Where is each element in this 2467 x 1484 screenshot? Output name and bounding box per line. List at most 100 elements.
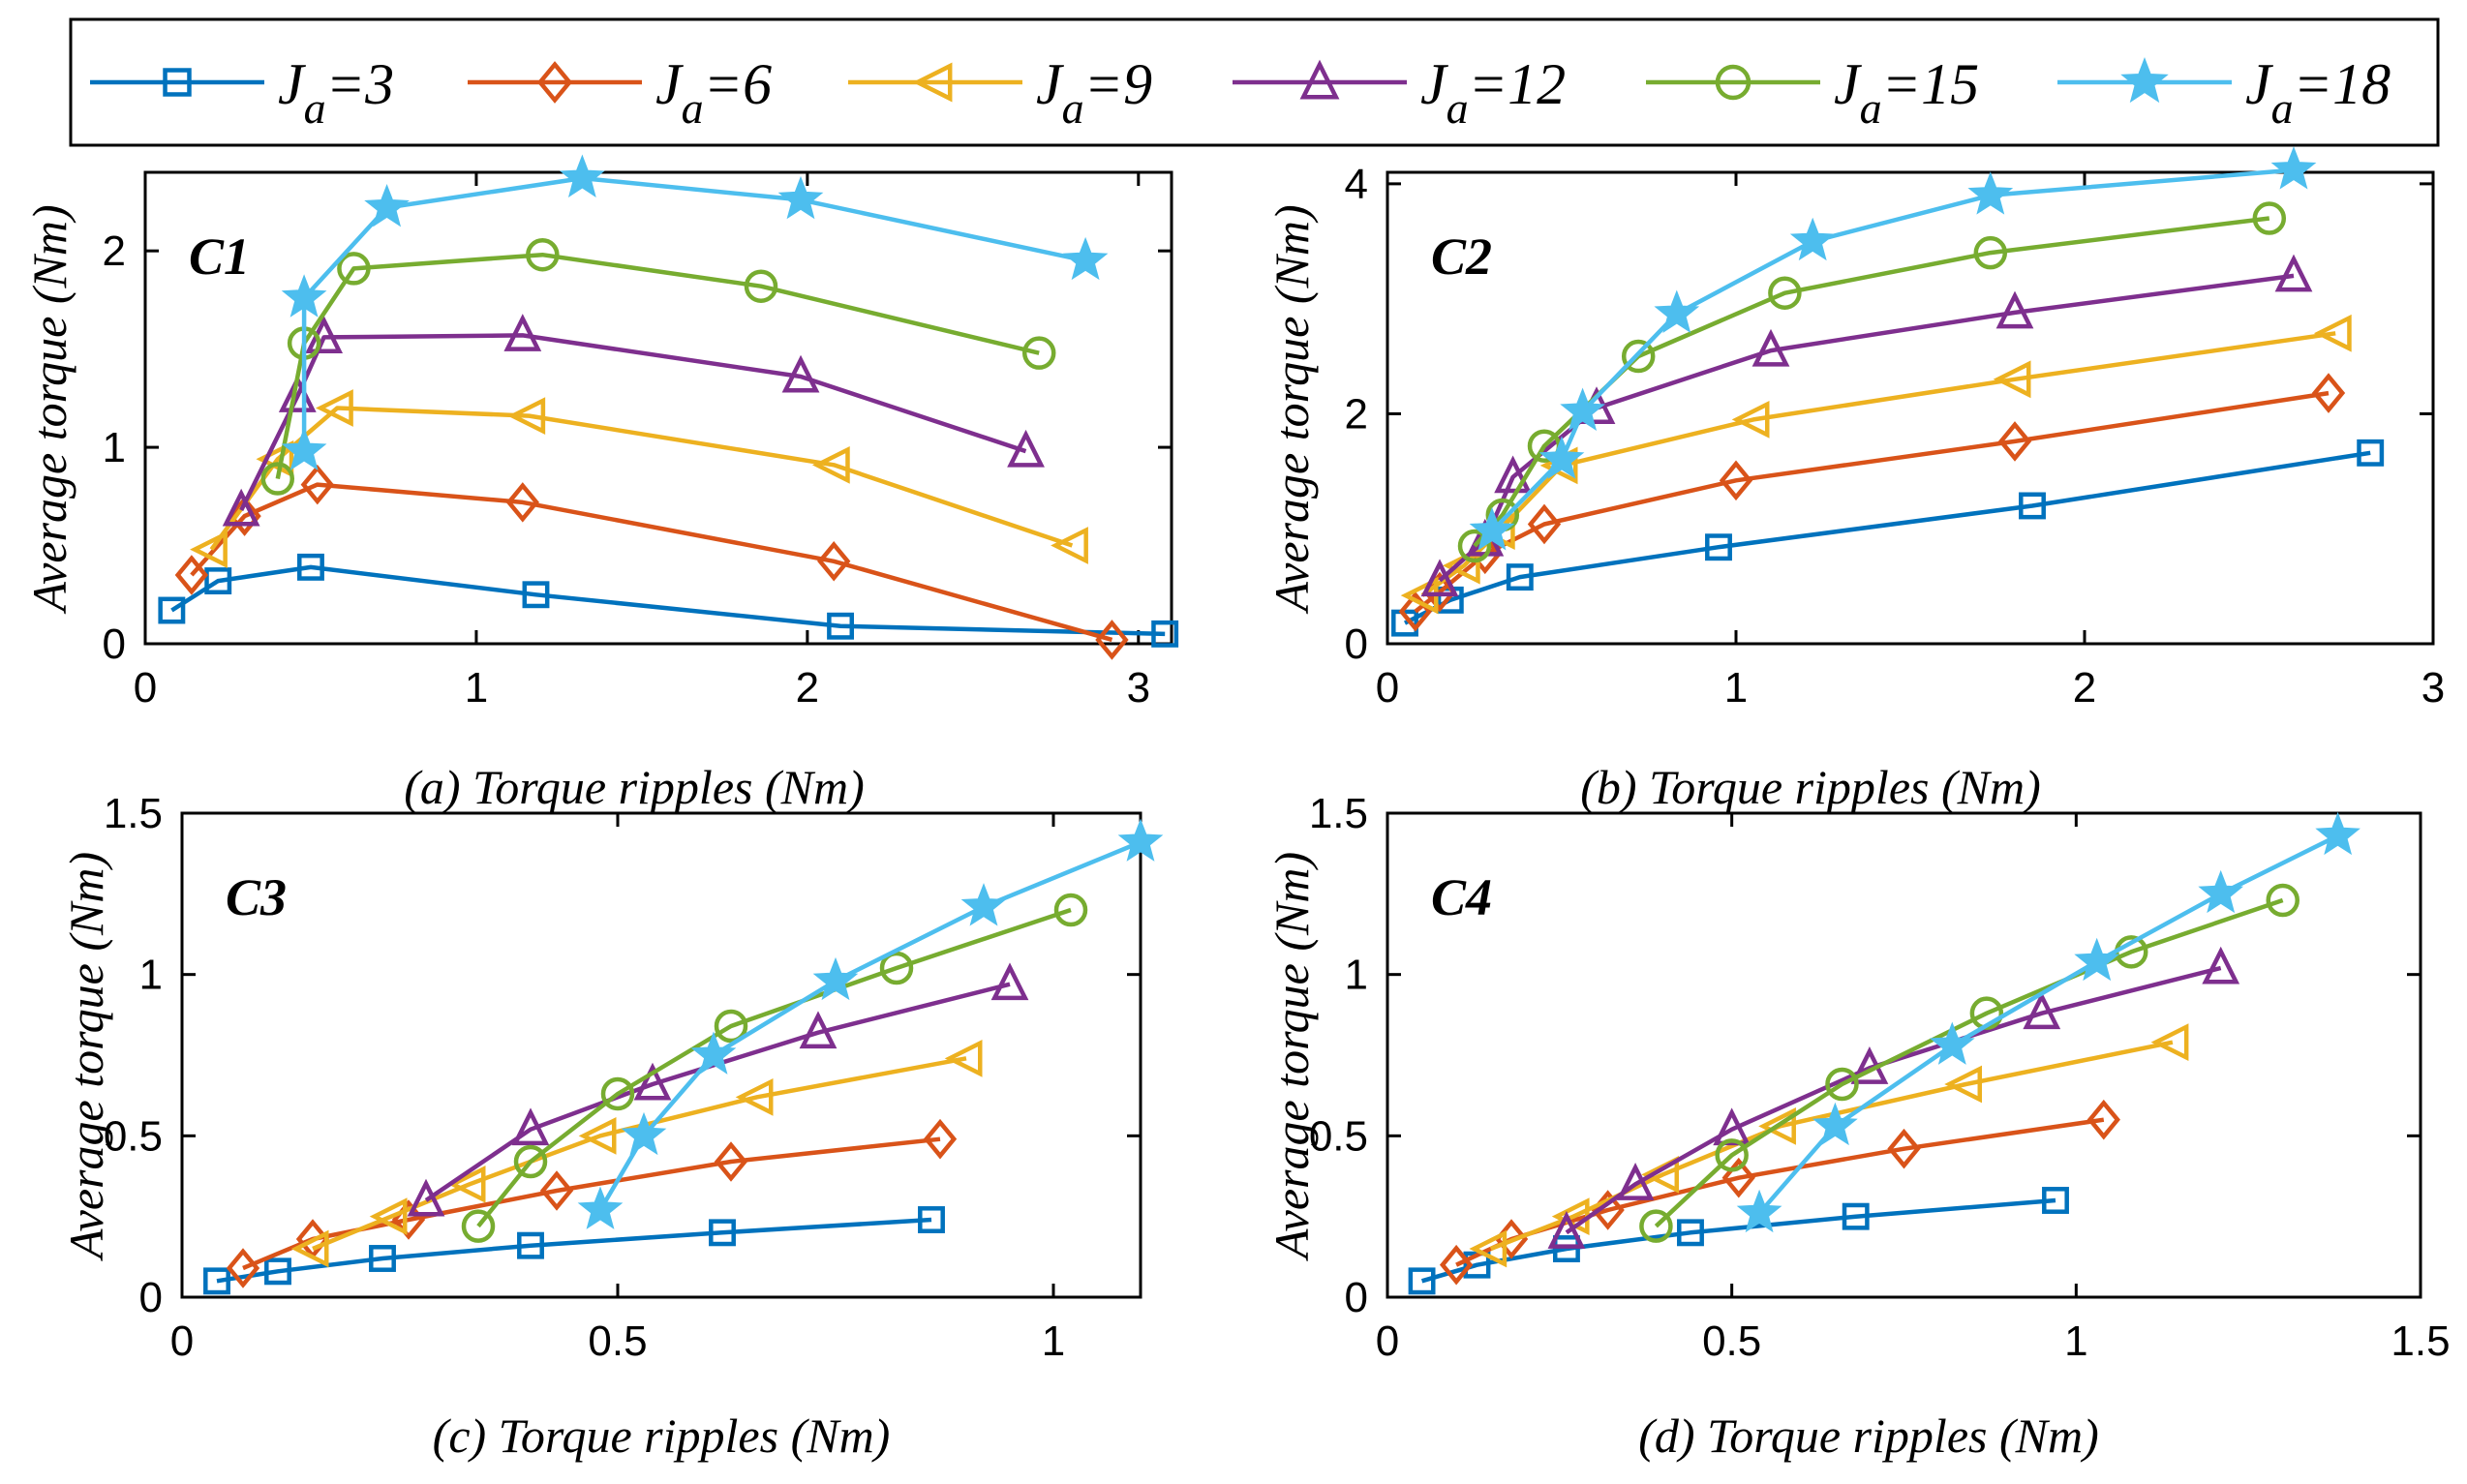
series-j-a-18 (1736, 811, 2360, 1233)
data-point (203, 1267, 230, 1295)
legend-label-sub: a (1447, 83, 1469, 133)
series-j-a-3 (158, 553, 1179, 648)
series-line (1414, 390, 2330, 614)
data-point (461, 1209, 496, 1243)
panel-label: C1 (189, 227, 250, 286)
data-point (578, 1116, 617, 1155)
legend-label-value: =18 (2294, 52, 2391, 116)
series-j-a-18 (1469, 146, 2317, 551)
series-line (1489, 1040, 2174, 1252)
data-point (256, 439, 294, 478)
data-point (369, 1245, 396, 1272)
data-point (1887, 1128, 1921, 1169)
data-point (513, 1144, 548, 1179)
legend-marker-triangle-up-icon (1299, 59, 1340, 100)
data-point (560, 154, 605, 197)
plot-area (1386, 170, 2435, 646)
legend-label-main: J (1420, 52, 1448, 116)
data-point (1007, 429, 1045, 468)
y-tick-label: 1.5 (104, 790, 163, 837)
data-point (2019, 492, 2046, 520)
data-point (811, 445, 850, 484)
data-point (1639, 1209, 1673, 1243)
series-line (1654, 897, 2284, 1228)
data-point (2315, 811, 2360, 856)
y-tick-label: 4 (1345, 161, 1368, 208)
legend-label: Ja=15 (1834, 52, 1979, 133)
data-point (2357, 439, 2385, 467)
series-line (209, 406, 1074, 551)
data-point (1117, 818, 1164, 862)
legend-label-value: =12 (1469, 52, 1567, 116)
data-point (526, 237, 560, 272)
data-point (1973, 235, 2008, 270)
data-point (1715, 1138, 1749, 1172)
data-point (709, 1219, 736, 1247)
chart-panel-c: 0 0.5 1 0 0.5 1 1.5 C3 Average torque (Nm) (c) To… (59, 790, 1164, 1463)
plot-area (180, 811, 1142, 1299)
legend-label-sub: a (2271, 83, 2294, 133)
data-point (2202, 946, 2240, 984)
data-point (407, 1178, 445, 1217)
data-point (1677, 1219, 1704, 1247)
x-axis-label: (d) Torque ripples (Nm) (1638, 1408, 2098, 1463)
x-tick-label: 0.5 (588, 1317, 647, 1365)
legend-label-sub: a (1860, 83, 1882, 133)
legend-label-value: =6 (704, 52, 773, 116)
data-point (1408, 1267, 1436, 1295)
data-point (714, 1009, 748, 1044)
legend-item-j-a-12: Ja=12 (1233, 52, 1566, 133)
data-point (1705, 533, 1732, 561)
data-point (1825, 1067, 1859, 1102)
y-axis-label: Average torque (Nm) (59, 852, 113, 1261)
data-point (690, 1031, 737, 1075)
data-point (1053, 893, 1088, 927)
data-point (505, 482, 539, 523)
legend-label: Ja=3 (278, 52, 394, 133)
data-point (923, 1118, 958, 1160)
x-tick-label: 2 (2073, 664, 2096, 712)
legend-label-value: =3 (326, 52, 395, 116)
data-point (158, 596, 186, 624)
data-point (1494, 455, 1532, 494)
y-tick-label: 2 (103, 227, 126, 275)
data-point (1993, 360, 2031, 399)
legend-item-j-a-15: Ja=15 (1646, 52, 1979, 133)
data-point (1469, 507, 1515, 551)
data-point (511, 1107, 550, 1146)
panel-label: C4 (1431, 868, 1492, 926)
legend-item-j-a-3: Ja=3 (90, 52, 394, 133)
data-point (447, 1165, 486, 1203)
data-point (281, 274, 327, 318)
data-point (633, 1062, 672, 1101)
data-point (799, 1011, 838, 1049)
data-point (1768, 276, 1802, 310)
y-tick-label: 0.5 (104, 1112, 163, 1160)
legend-label: Ja=18 (2245, 52, 2391, 133)
series-line (170, 564, 1166, 637)
data-point (1654, 289, 1700, 333)
y-tick-label: 0.5 (1309, 1112, 1368, 1160)
data-point (1439, 1244, 1474, 1286)
data-point (297, 553, 324, 581)
data-point (369, 1197, 408, 1236)
x-axis-label: (c) Torque ripples (Nm) (433, 1408, 891, 1463)
x-tick-label: 1 (1042, 1317, 1065, 1365)
panel-label: C2 (1431, 227, 1492, 286)
data-point (744, 269, 778, 303)
data-point (1758, 1106, 1796, 1145)
data-point (2023, 991, 2061, 1030)
data-point (1944, 1065, 1983, 1104)
data-point (1842, 1202, 1870, 1230)
data-point (2311, 373, 2346, 413)
data-point (777, 175, 824, 220)
data-point (1051, 527, 1088, 564)
y-axis-label: Average torque (Nm) (1264, 852, 1319, 1261)
data-point (300, 464, 334, 505)
data-point (2150, 1023, 2189, 1062)
legend-label: Ja=9 (1036, 52, 1152, 133)
data-point (503, 314, 542, 351)
data-point (1751, 328, 1790, 367)
data-point (1469, 1229, 1508, 1268)
